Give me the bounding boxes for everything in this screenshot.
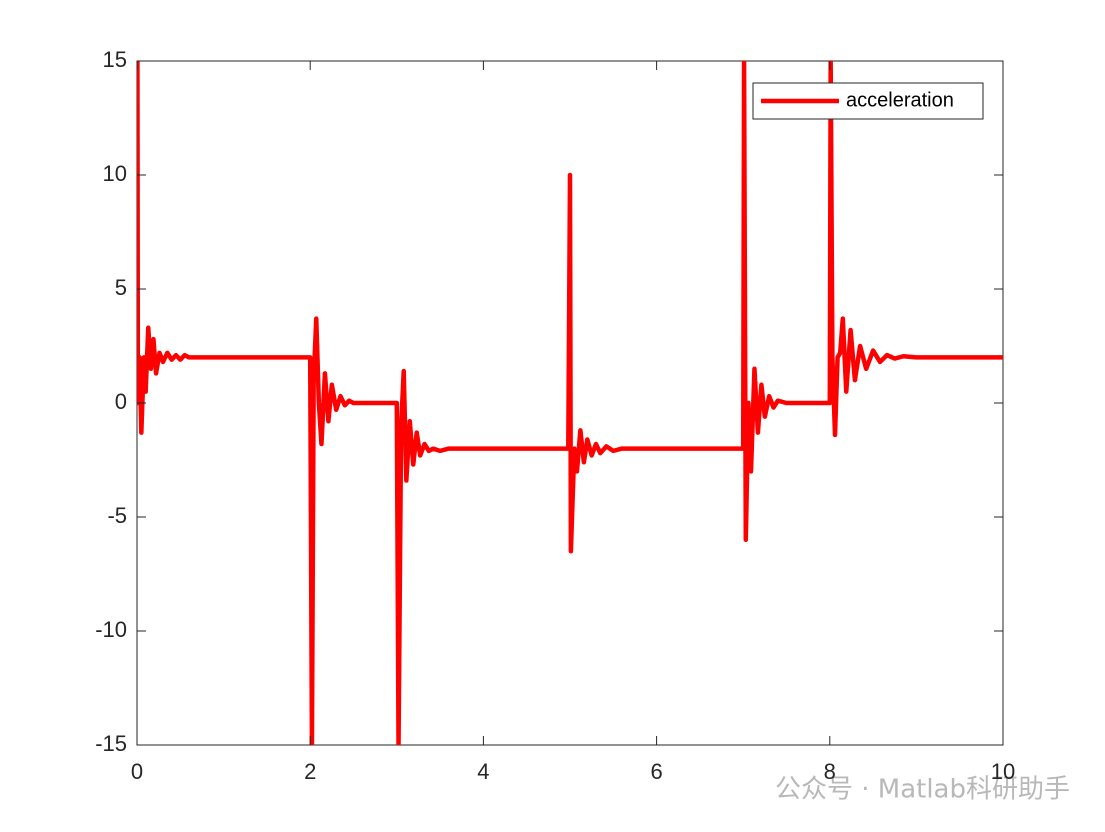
y-tick-label: 15 [103,47,127,72]
y-tick-label: -10 [95,617,127,642]
y-tick-label: -5 [107,503,127,528]
y-tick-label: 10 [103,161,127,186]
y-tick-label: -15 [95,731,127,756]
y-tick-label: 5 [115,275,127,300]
y-tick-label: 0 [115,389,127,414]
data-line [137,61,1003,745]
x-tick-label: 4 [477,759,489,784]
x-tick-label: 10 [991,759,1015,784]
x-tick-label: 8 [824,759,836,784]
x-tick-label: 2 [304,759,316,784]
x-tick-label: 0 [131,759,143,784]
x-tick-label: 6 [650,759,662,784]
legend-label: acceleration [846,89,954,111]
watermark: 公众号 · Matlab科研助手 [775,775,1070,805]
plot-group [137,61,1003,745]
